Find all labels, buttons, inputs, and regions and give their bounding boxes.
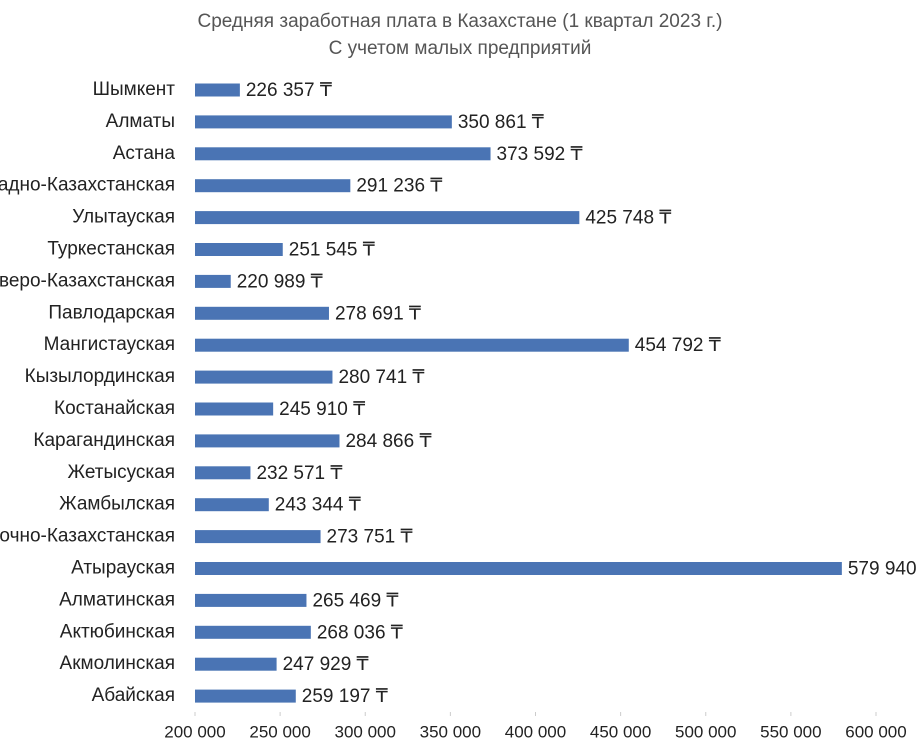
y-tick-label: Улытауская [72,207,175,228]
bar [195,83,240,97]
bar [195,370,333,384]
y-tick-label: Жетысуская [68,462,175,483]
value-label: 278 691 ₸ [335,303,421,324]
y-tick-label: Карагандинская [33,430,175,451]
value-label: 579 940 ₸ [848,559,920,580]
value-label: 425 748 ₸ [585,208,671,229]
y-tick-label: Алматинская [59,589,175,610]
value-label: 226 357 ₸ [246,80,332,101]
bar [195,562,842,575]
y-tick-label: Атырауская [71,558,175,579]
x-tick-label: 550 000 [760,722,821,741]
value-label: 245 910 ₸ [279,399,365,420]
y-tick-label: Западно-Казахстанская [0,175,175,196]
value-label: 220 989 ₸ [237,271,323,292]
value-label: 243 344 ₸ [275,495,361,516]
value-label: 273 751 ₸ [327,527,413,548]
y-tick-label: Жамбылская [59,494,175,515]
y-tick-label: Абайская [92,685,175,706]
bar [195,689,296,703]
value-label: 268 036 ₸ [317,622,403,643]
y-tick-label: Мангистауская [44,334,175,355]
bar [195,115,452,129]
bar [195,434,340,448]
value-label: 251 545 ₸ [289,240,375,261]
y-tick-label: Кызылординская [25,366,175,387]
y-tick-label: Туркестанская [47,239,175,260]
value-label: 373 592 ₸ [497,144,583,165]
bar [195,625,311,639]
x-tick-label: 300 000 [335,722,396,741]
x-tick-label: 450 000 [590,722,651,741]
y-tick-label: Северо-Казахстанская [0,270,175,291]
bar [195,243,283,256]
value-label: 280 741 ₸ [338,367,424,388]
chart-title: Средняя заработная плата в Казахстане (1… [197,11,722,32]
bar [195,402,274,416]
value-label: 291 236 ₸ [356,176,442,197]
bar [195,657,277,671]
y-tick-label: Павлодарская [48,302,175,323]
value-label: 350 861 ₸ [458,112,544,133]
bar [195,338,629,352]
bar [195,274,231,288]
value-label: 284 866 ₸ [345,431,431,452]
y-tick-label: Астана [113,143,176,164]
y-tick-label: Костанайская [54,398,175,419]
y-tick-label: Алматы [106,111,175,132]
y-tick-label: Шымкент [93,79,176,100]
value-label: 259 197 ₸ [302,686,388,707]
x-tick-label: 600 000 [845,722,906,741]
bar [195,211,580,225]
y-tick-label: Актюбинская [60,621,175,642]
x-tick-label: 400 000 [505,722,566,741]
y-tick-label: Акмолинская [60,653,175,674]
bar [195,466,251,480]
x-tick-label: 200 000 [164,722,225,741]
value-label: 265 469 ₸ [312,590,398,611]
bar [195,530,321,544]
x-tick-label: 250 000 [249,722,310,741]
x-tick-label: 500 000 [675,722,736,741]
value-label: 232 571 ₸ [256,463,342,484]
y-tick-label: Восточно-Казахстанская [0,526,175,547]
chart-subtitle: С учетом малых предприятий [329,38,592,59]
x-tick-label: 350 000 [420,722,481,741]
value-label: 247 929 ₸ [283,654,369,675]
value-label: 454 792 ₸ [635,335,721,356]
bar [195,147,491,161]
bar [195,306,329,320]
bar [195,498,269,512]
bar [195,593,307,607]
bar [195,179,351,193]
